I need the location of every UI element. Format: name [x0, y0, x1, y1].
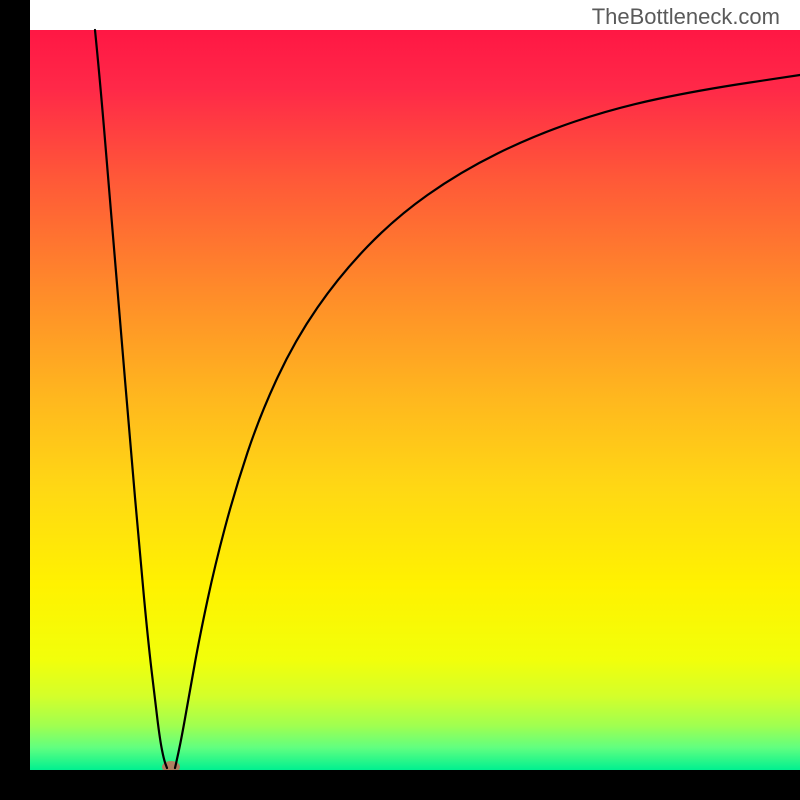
axis-border-bottom	[0, 770, 800, 800]
bottleneck-chart	[0, 0, 800, 800]
watermark-text: TheBottleneck.com	[592, 4, 780, 30]
plot-background	[30, 30, 800, 770]
chart-container: { "watermark": { "text": "TheBottleneck.…	[0, 0, 800, 800]
axis-border-left	[0, 0, 30, 800]
